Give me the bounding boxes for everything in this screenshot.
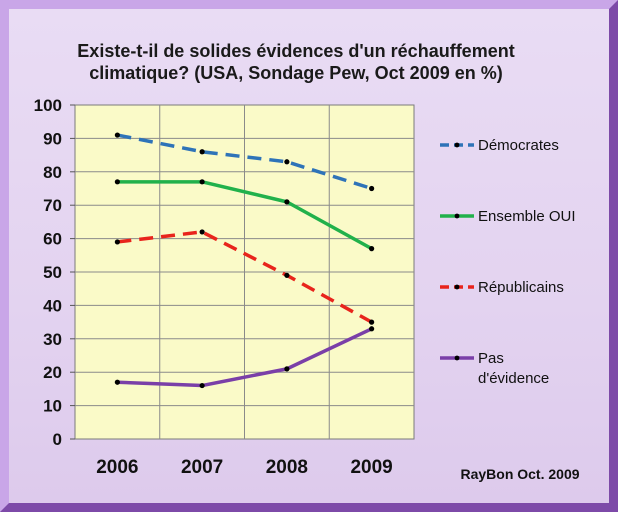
series-line xyxy=(117,327,373,388)
gridlines xyxy=(75,105,414,439)
credit-text: RayBon Oct. 2009 xyxy=(460,466,579,482)
legend-label: Républicains xyxy=(478,279,564,296)
data-point xyxy=(369,319,375,325)
data-point xyxy=(199,382,205,389)
y-tick-label: 40 xyxy=(43,296,62,315)
y-tick-label: 0 xyxy=(53,430,62,449)
legend-entry-3: Pas d'évidence xyxy=(440,350,549,387)
legend-label: Démocrates xyxy=(478,137,559,154)
series-line xyxy=(117,180,373,251)
y-tick-label: 90 xyxy=(43,129,62,148)
legend-marker xyxy=(454,142,460,148)
chart-title-line-1: Existe-t-il de solides évidences d'un ré… xyxy=(77,41,514,61)
y-tick-label: 10 xyxy=(43,397,62,416)
data-point xyxy=(369,185,375,192)
data-point xyxy=(369,246,375,252)
series-1 xyxy=(114,179,375,252)
legend-marker xyxy=(454,284,460,290)
data-point xyxy=(199,229,205,235)
y-tick-label: 20 xyxy=(43,363,62,382)
y-tick-label: 60 xyxy=(43,230,62,249)
legend-entry-1: Ensemble OUI xyxy=(440,208,576,225)
x-tick-label: 2007 xyxy=(181,457,223,478)
legend-label: Ensemble OUI xyxy=(478,208,576,225)
chart-title-line-2: climatique? (USA, Sondage Pew, Oct 2009 … xyxy=(89,63,502,83)
series-line xyxy=(117,230,373,324)
data-point xyxy=(114,379,120,385)
data-point xyxy=(114,132,120,138)
data-point xyxy=(199,149,205,155)
y-tick-label: 80 xyxy=(43,163,62,182)
y-tick-label: 70 xyxy=(43,196,62,215)
x-tick-label: 2009 xyxy=(350,457,392,478)
legend-marker xyxy=(454,213,460,219)
data-point xyxy=(369,326,375,332)
legend: Démocrates Ensemble OUI Républicains Pas d'é… xyxy=(440,137,576,387)
series-0 xyxy=(114,132,375,192)
legend-entry-0: Démocrates xyxy=(440,137,559,154)
legend-label: Pas xyxy=(478,350,504,367)
data-point xyxy=(114,239,120,245)
data-point xyxy=(284,199,290,205)
series-3 xyxy=(114,326,375,389)
legend-entry-2: Républicains xyxy=(440,279,564,296)
legend-label: d'évidence xyxy=(478,370,549,387)
data-point xyxy=(114,179,120,185)
data-point xyxy=(284,366,290,372)
y-tick-label: 30 xyxy=(43,330,62,349)
data-point xyxy=(199,179,205,185)
legend-marker xyxy=(454,355,460,361)
y-tick-label: 100 xyxy=(34,96,62,115)
data-point xyxy=(284,272,290,278)
axes: 0 10 20 30 40 50 60 70 80 90 100 2006 2007 2008 2009 xyxy=(34,96,393,478)
data-point xyxy=(284,159,290,165)
x-tick-label: 2006 xyxy=(96,457,138,478)
series-lines xyxy=(114,132,375,389)
series-2 xyxy=(114,229,375,325)
y-tick-label: 50 xyxy=(43,263,62,282)
x-tick-label: 2008 xyxy=(266,457,308,478)
